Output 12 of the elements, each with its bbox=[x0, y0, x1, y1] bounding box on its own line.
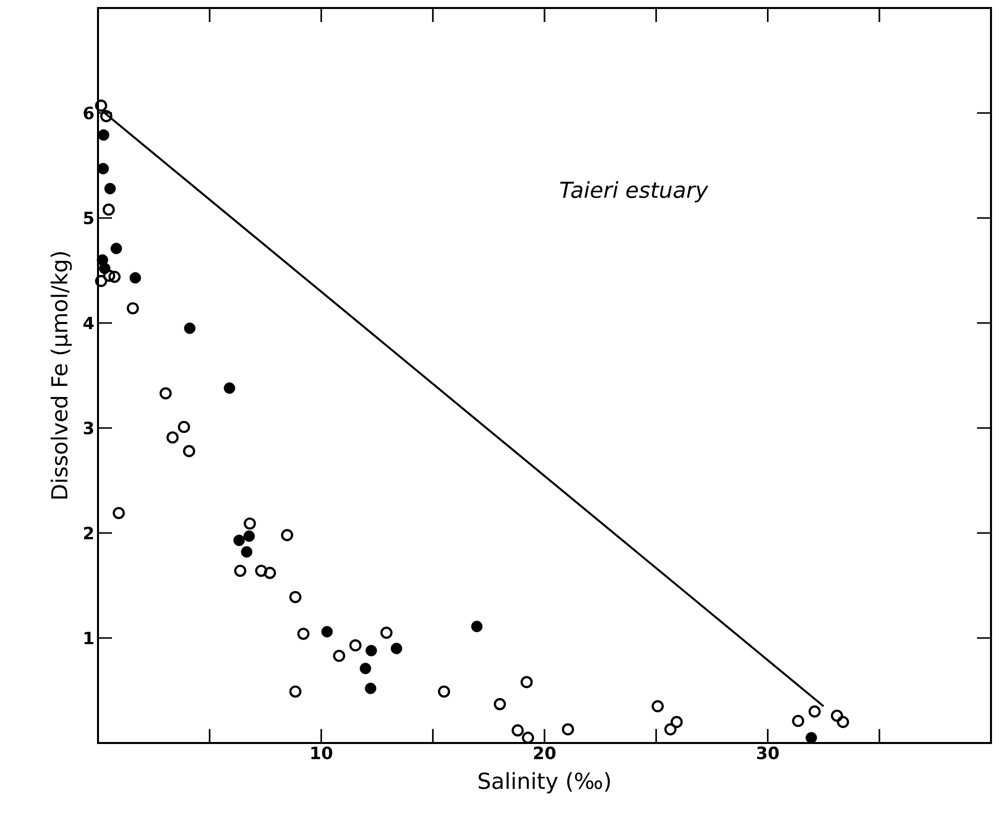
x-tick-label: 20 bbox=[534, 746, 556, 760]
y-tick-label: 3 bbox=[84, 422, 94, 434]
y-tick-label: 4 bbox=[83, 316, 94, 330]
annotation: Taieri estuary bbox=[560, 181, 708, 202]
y-tick-label: 1 bbox=[84, 632, 94, 644]
y-tick-label: 5 bbox=[84, 212, 94, 224]
x-axis-title: Salinity (‰) bbox=[478, 772, 610, 794]
x-tick-label: 10 bbox=[311, 746, 332, 760]
y-axis-title: Dissolved Fe (µmol/kg) bbox=[50, 252, 72, 499]
x-tick-label: 30 bbox=[757, 746, 779, 760]
y-tick-label: 2 bbox=[84, 526, 94, 540]
y-tick-label: 6 bbox=[84, 106, 94, 120]
